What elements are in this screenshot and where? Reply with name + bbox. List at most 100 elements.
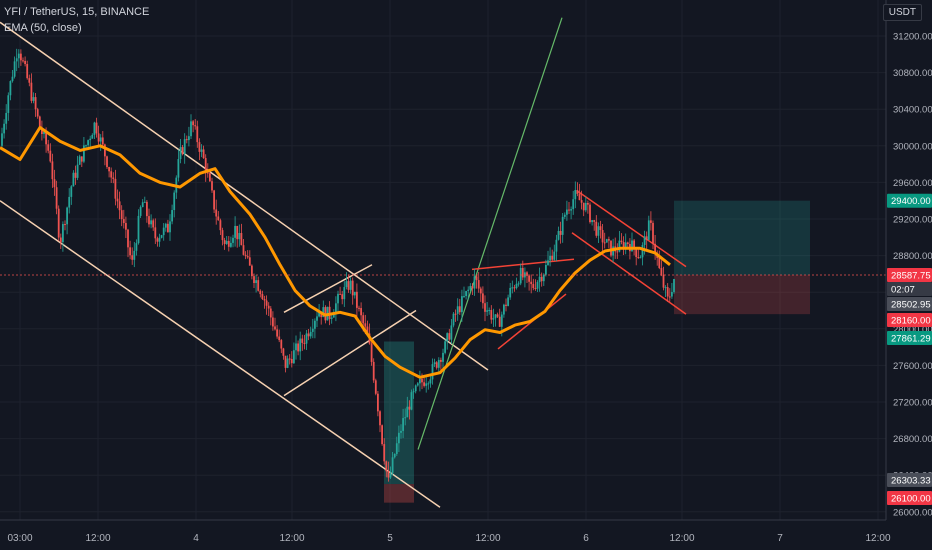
candle-body: [274, 326, 276, 330]
candle-body: [647, 220, 650, 240]
candle-body: [255, 280, 257, 284]
candle-body: [356, 291, 358, 308]
candle-body: [402, 418, 404, 431]
candle-body: [650, 220, 652, 223]
candle-body: [311, 328, 314, 332]
candle-body: [404, 417, 407, 419]
candle-body: [209, 173, 211, 182]
candle-body: [43, 131, 45, 134]
candle-body: [492, 318, 495, 320]
candle-body: [87, 140, 89, 146]
candle-body: [339, 293, 341, 295]
candle-body: [347, 281, 350, 290]
candle-body: [36, 109, 39, 117]
price-badge-label: 26303.33: [891, 476, 931, 487]
candle-body: [530, 281, 533, 285]
candle-body: [566, 209, 568, 215]
candle-body: [477, 280, 480, 289]
candle-body: [173, 192, 176, 211]
candle-body: [47, 144, 50, 151]
candle-body: [391, 457, 394, 473]
candle-body: [589, 204, 591, 223]
candle-body: [225, 240, 228, 244]
candle-body: [622, 242, 625, 250]
x-tick-label: 12:00: [475, 533, 500, 544]
price-badge-level: 28502.95: [887, 297, 932, 311]
candle-body: [118, 201, 121, 211]
candle-body: [341, 294, 344, 300]
candle-body: [551, 255, 554, 260]
candle-body: [458, 306, 461, 313]
candle-body: [668, 296, 671, 298]
candles: [1, 48, 675, 482]
candle-body: [471, 286, 474, 289]
candle-body: [41, 127, 43, 134]
candle-body: [68, 196, 71, 208]
candle-body: [555, 239, 558, 252]
channel-line-red-upper: [577, 190, 687, 268]
y-tick-label: 30000.00: [893, 141, 932, 152]
candle-body: [419, 378, 421, 384]
price-badge-bg: [887, 491, 932, 505]
candle-body: [517, 283, 520, 285]
candle-body: [242, 245, 245, 255]
candle-body: [305, 333, 308, 344]
candle-body: [494, 314, 497, 319]
candle-body: [427, 383, 430, 385]
candle-body: [7, 95, 10, 113]
candle-body: [450, 325, 453, 340]
candle-body: [559, 230, 562, 235]
candle-body: [299, 338, 302, 352]
candle-body: [645, 236, 648, 240]
trend-line-green: [417, 17, 563, 450]
candle-body: [293, 350, 295, 364]
candle-body: [513, 287, 516, 289]
candle-body: [666, 287, 669, 297]
candle-body: [377, 393, 379, 412]
candle-body: [95, 122, 98, 134]
candle-body: [568, 209, 570, 211]
candle-body: [639, 257, 642, 259]
candle-body: [152, 220, 155, 228]
candle-body: [259, 290, 262, 295]
candle-body: [93, 122, 96, 135]
candle-body: [587, 203, 589, 205]
price-badge-bg: [887, 313, 932, 327]
candle-body: [66, 207, 68, 225]
candle-body: [57, 208, 60, 238]
candle-body: [652, 222, 654, 244]
candle-body: [17, 53, 20, 59]
candle-body: [70, 186, 73, 197]
candle-body: [385, 461, 388, 472]
candle-body: [20, 53, 22, 61]
candle-body: [635, 249, 638, 258]
candle-body: [444, 341, 446, 353]
candle-body: [185, 139, 188, 141]
candle-body: [32, 97, 35, 101]
candle-body: [261, 294, 264, 299]
candle-body: [498, 316, 501, 327]
y-tick-label: 26000.00: [893, 507, 932, 518]
x-tick-label: 12:00: [865, 533, 890, 544]
price-badge-bg: [887, 282, 932, 296]
ema-indicator-label[interactable]: EMA (50, close): [4, 22, 82, 34]
candle-body: [45, 131, 47, 145]
candle-body: [204, 158, 207, 173]
candle-body: [297, 343, 299, 352]
candle-body: [469, 286, 472, 290]
candle-body: [135, 243, 138, 251]
candle-body: [267, 305, 270, 309]
candle-body: [381, 425, 383, 445]
currency-button[interactable]: USDT: [882, 4, 922, 21]
candle-body: [15, 58, 18, 62]
candle-body: [482, 293, 484, 304]
candle-body: [538, 276, 541, 283]
candle-body: [137, 215, 140, 244]
x-tick-label: 12:00: [669, 533, 694, 544]
candle-body: [230, 242, 232, 247]
candle-body: [475, 276, 478, 281]
candle-body: [463, 296, 465, 298]
price-badge-bg: [887, 297, 932, 311]
candle-body: [150, 220, 152, 225]
